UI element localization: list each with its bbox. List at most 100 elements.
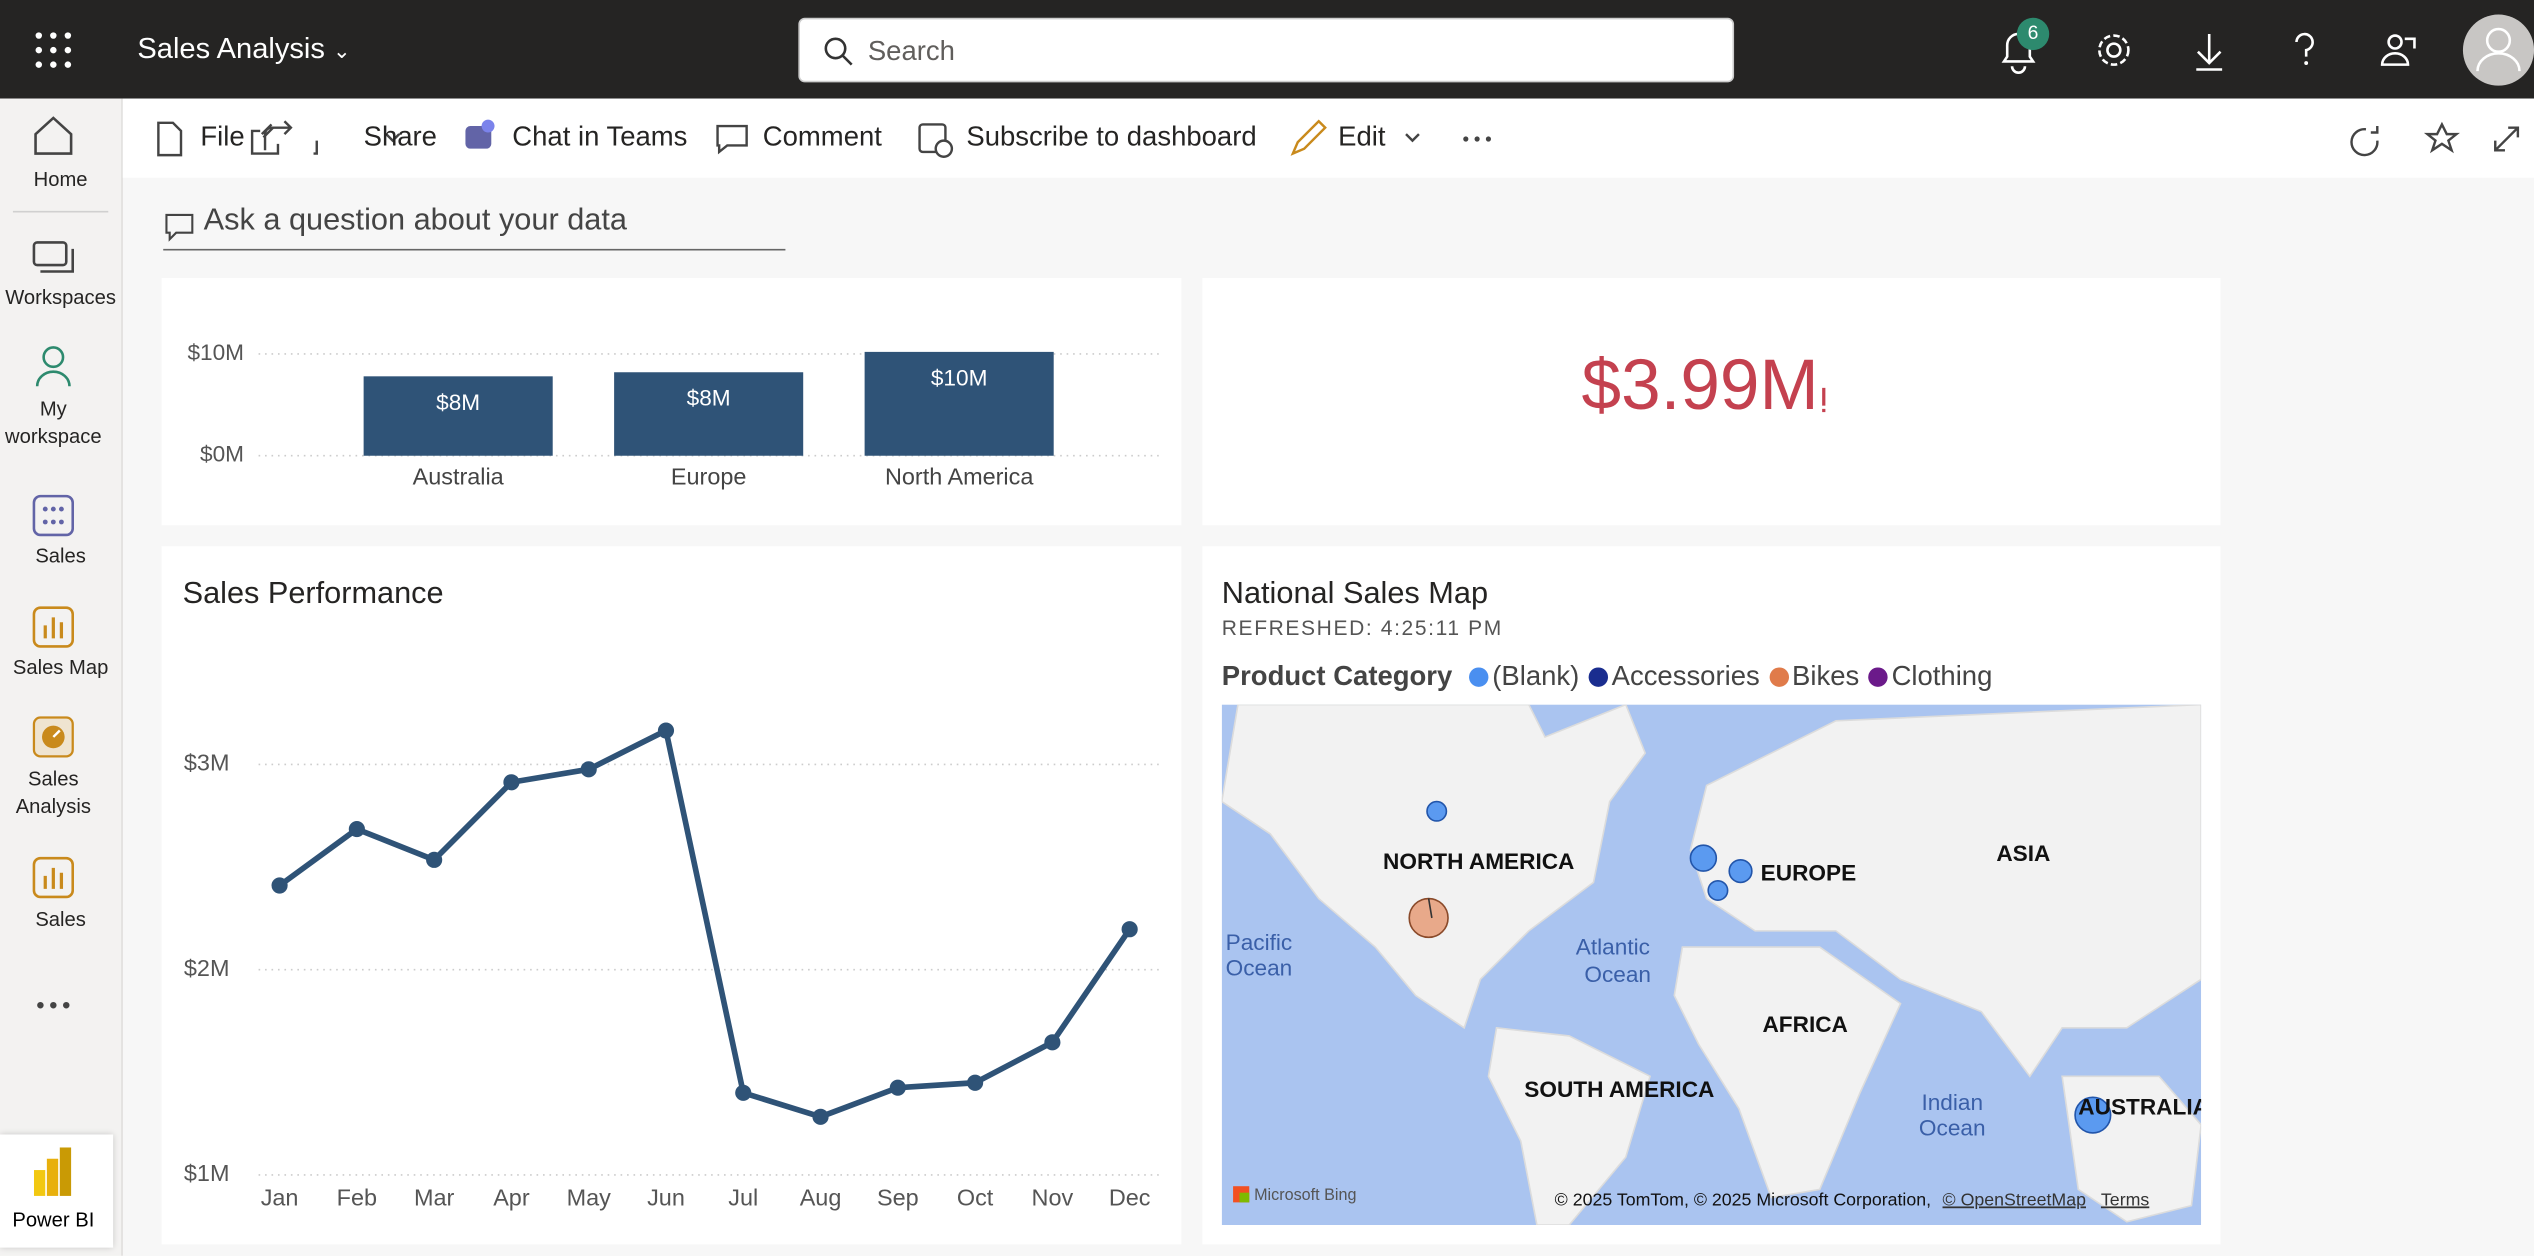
data-point (889, 1079, 906, 1096)
y-tick-label: $2M (184, 955, 230, 981)
map-label: NORTH AMERICA (1383, 849, 1574, 874)
app-title[interactable]: Sales Analysis ⌄ (137, 32, 351, 65)
brand-label: Power BI (12, 1208, 95, 1232)
left-nav: Home Workspaces My workspace Sales Sales… (0, 98, 123, 1256)
search-icon (824, 37, 853, 66)
x-tick-label: Mar (414, 1184, 455, 1210)
kpi-tile[interactable]: $3.99M (1202, 277, 2221, 526)
ocean-label: Indian (1921, 1090, 1983, 1115)
bubbles (1408, 800, 2112, 1134)
feedback-icon[interactable] (2380, 37, 2416, 66)
x-tick-label: Dec (1109, 1184, 1151, 1210)
kpi-value: $3.99M (1581, 345, 1819, 426)
data-point (657, 722, 675, 739)
map-tile[interactable]: National Sales Map REFRESHED: 4:25:11 PM… (1202, 546, 2221, 1245)
x-tick-label: North America (885, 464, 1034, 490)
comment-button[interactable]: Comment (762, 121, 882, 152)
x-tick-label: Oct (957, 1184, 994, 1210)
y-tick-label: $1M (184, 1160, 230, 1186)
map[interactable]: NORTH AMERICA EUROPE ASIA AFRICA SOUTH A… (1221, 704, 2202, 1226)
data-point (812, 1108, 829, 1125)
legend-marker (1469, 667, 1490, 687)
data-point (348, 820, 365, 838)
y-tick-label: $10M (187, 340, 244, 365)
x-tick-label: May (567, 1184, 612, 1210)
kpi-alert (1822, 387, 1826, 413)
map-label: ASIA (1996, 841, 2050, 866)
data-point (1044, 1034, 1061, 1051)
chart-title: Sales Performance (183, 575, 444, 610)
x-tick-label: Sep (877, 1184, 919, 1210)
brand-tile[interactable]: Power BI (0, 1134, 114, 1248)
map-osm-link[interactable]: © OpenStreetMap (1943, 1189, 2087, 1209)
nav-my-workspace[interactable]: My workspace (5, 397, 102, 448)
qa-placeholder: Ask a question about your data (203, 203, 627, 238)
map-legend: Product Category (Blank) Accessories Bikes… (1222, 661, 1993, 693)
qa-icon (165, 213, 194, 242)
y-tick-label: $0M (200, 442, 244, 467)
bar (614, 372, 804, 456)
nav-sales-2[interactable]: Sales (35, 908, 86, 931)
x-tick-label: Jan (261, 1184, 299, 1210)
ocean-label: Ocean (1226, 956, 1293, 981)
legend-marker (1769, 667, 1789, 687)
x-tick-label: Nov (1032, 1184, 1074, 1210)
map-label: AUSTRALIA (2078, 1095, 2201, 1120)
nav-home[interactable]: Home (33, 168, 88, 191)
nav-sales[interactable]: Sales (35, 544, 86, 568)
data-point (735, 1084, 752, 1101)
share-button[interactable]: Share (363, 121, 437, 152)
toolbar-icons (157, 119, 2520, 158)
teams-button[interactable]: Chat in Teams (512, 121, 688, 152)
line-tile[interactable]: Sales Performance $1M $2M $3M Jan Feb Mar Apr Ma… (161, 546, 1182, 1245)
brand-logo (33, 1147, 72, 1196)
legend-label: Bikes (1792, 660, 1860, 692)
legend-marker (1868, 667, 1889, 687)
data-point (271, 877, 288, 894)
data-point (503, 774, 520, 791)
search-box[interactable]: Search (798, 17, 1735, 83)
edit-button[interactable]: Edit (1338, 121, 1386, 152)
app-title-text: Sales Analysis (137, 32, 325, 65)
file-button[interactable]: File (200, 121, 245, 152)
top-icons: 6 (2001, 14, 2534, 86)
legend-marker (1589, 667, 1609, 687)
x-tick-label: Australia (413, 464, 505, 490)
search-placeholder: Search (867, 35, 955, 67)
download-icon[interactable] (2196, 33, 2223, 71)
map-subtitle: REFRESHED: 4:25:11 PM (1221, 615, 1503, 640)
nav-sales-analysis[interactable]: Sales Analysis (15, 767, 91, 818)
data-point (580, 761, 597, 778)
legend-label: Clothing (1891, 660, 1993, 692)
bar-tile[interactable]: $0M $10M $8M Australia $8M Europe $10M North Am… (161, 277, 1182, 526)
nav-workspaces[interactable]: Workspaces (5, 286, 116, 309)
map-terms-link[interactable]: Terms (2101, 1189, 2149, 1209)
top-bar: Sales Analysis ⌄ Search 6 (0, 0, 2534, 99)
x-tick-label: Jul (728, 1184, 758, 1210)
y-tick-label: $3M (184, 750, 230, 776)
legend-title: Product Category (1221, 660, 1453, 692)
nav-sales-map[interactable]: Sales Map (12, 656, 109, 679)
line-series (277, 727, 1132, 1120)
line-chart: Sales Performance $1M $2M $3M Jan Feb Mar Apr Ma… (183, 575, 1161, 1210)
avatar[interactable] (2462, 14, 2534, 86)
value-label: $8M (436, 390, 480, 415)
legend-label: (Blank) (1492, 660, 1580, 692)
map-copyright: © 2025 TomTom, © 2025 Microsoft Corporat… (1555, 1189, 1931, 1209)
settings-icon[interactable] (2098, 34, 2130, 66)
qa-box[interactable]: Ask a question about your data (163, 200, 786, 251)
notification-count: 6 (2028, 22, 2039, 44)
subscribe-button[interactable]: Subscribe to dashboard (966, 121, 1257, 152)
app-launcher[interactable] (32, 29, 74, 71)
land (1221, 704, 2202, 1226)
help-icon[interactable] (2295, 32, 2314, 57)
notification-badge (2016, 17, 2050, 51)
data-point (426, 851, 443, 868)
toolbar: File Share Chat in Teams Comment Subscri… (122, 98, 2534, 178)
x-tick-label: Aug (800, 1184, 842, 1210)
legend-items: (Blank) Accessories Bikes Clothing (1460, 661, 1992, 692)
nav-icons (12, 116, 109, 1009)
